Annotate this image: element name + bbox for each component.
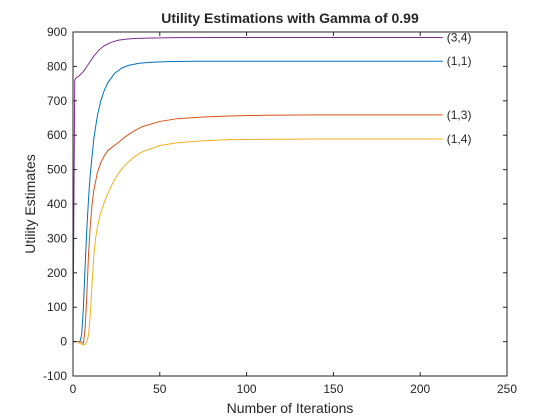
y-axis-title: Utility Estimates bbox=[22, 154, 38, 254]
x-tick-label-3: 150 bbox=[323, 382, 343, 396]
series-label-1: (1,1) bbox=[447, 54, 472, 68]
y-tick-label-0: -100 bbox=[43, 369, 67, 383]
series-line-3 bbox=[73, 138, 443, 346]
plot-area bbox=[73, 32, 507, 376]
series-label-3: (1,4) bbox=[447, 132, 472, 146]
x-tick-label-2: 100 bbox=[237, 382, 257, 396]
y-tick-label-3: 200 bbox=[47, 266, 67, 280]
chart-title: Utility Estimations with Gamma of 0.99 bbox=[161, 10, 419, 26]
y-tick-label-7: 600 bbox=[47, 128, 67, 142]
x-tick-label-1: 50 bbox=[153, 382, 167, 396]
series-label-2: (1,3) bbox=[447, 108, 472, 122]
series-label-0: (3,4) bbox=[447, 31, 472, 45]
series-line-0 bbox=[72, 37, 443, 342]
y-tick-label-10: 900 bbox=[47, 25, 67, 39]
x-tick-label-0: 0 bbox=[70, 382, 77, 396]
x-axis-title: Number of Iterations bbox=[227, 400, 354, 416]
x-tick-label-4: 200 bbox=[410, 382, 430, 396]
y-tick-label-8: 700 bbox=[47, 94, 67, 108]
x-tick-label-5: 250 bbox=[497, 382, 517, 396]
labels-layer: (3,4)(1,1)(1,3)(1,4)0 50 100 150 200 250-1000… bbox=[43, 25, 517, 396]
series-layer bbox=[72, 37, 443, 346]
y-tick-label-2: 100 bbox=[47, 300, 67, 314]
y-tick-label-5: 400 bbox=[47, 197, 67, 211]
y-tick-label-6: 500 bbox=[47, 163, 67, 177]
series-line-2 bbox=[73, 114, 443, 344]
y-tick-label-1: 0 bbox=[60, 335, 67, 349]
y-tick-label-4: 300 bbox=[47, 231, 67, 245]
series-line-1 bbox=[73, 60, 443, 343]
y-tick-label-9: 800 bbox=[47, 59, 67, 73]
axes-layer bbox=[72, 31, 508, 377]
